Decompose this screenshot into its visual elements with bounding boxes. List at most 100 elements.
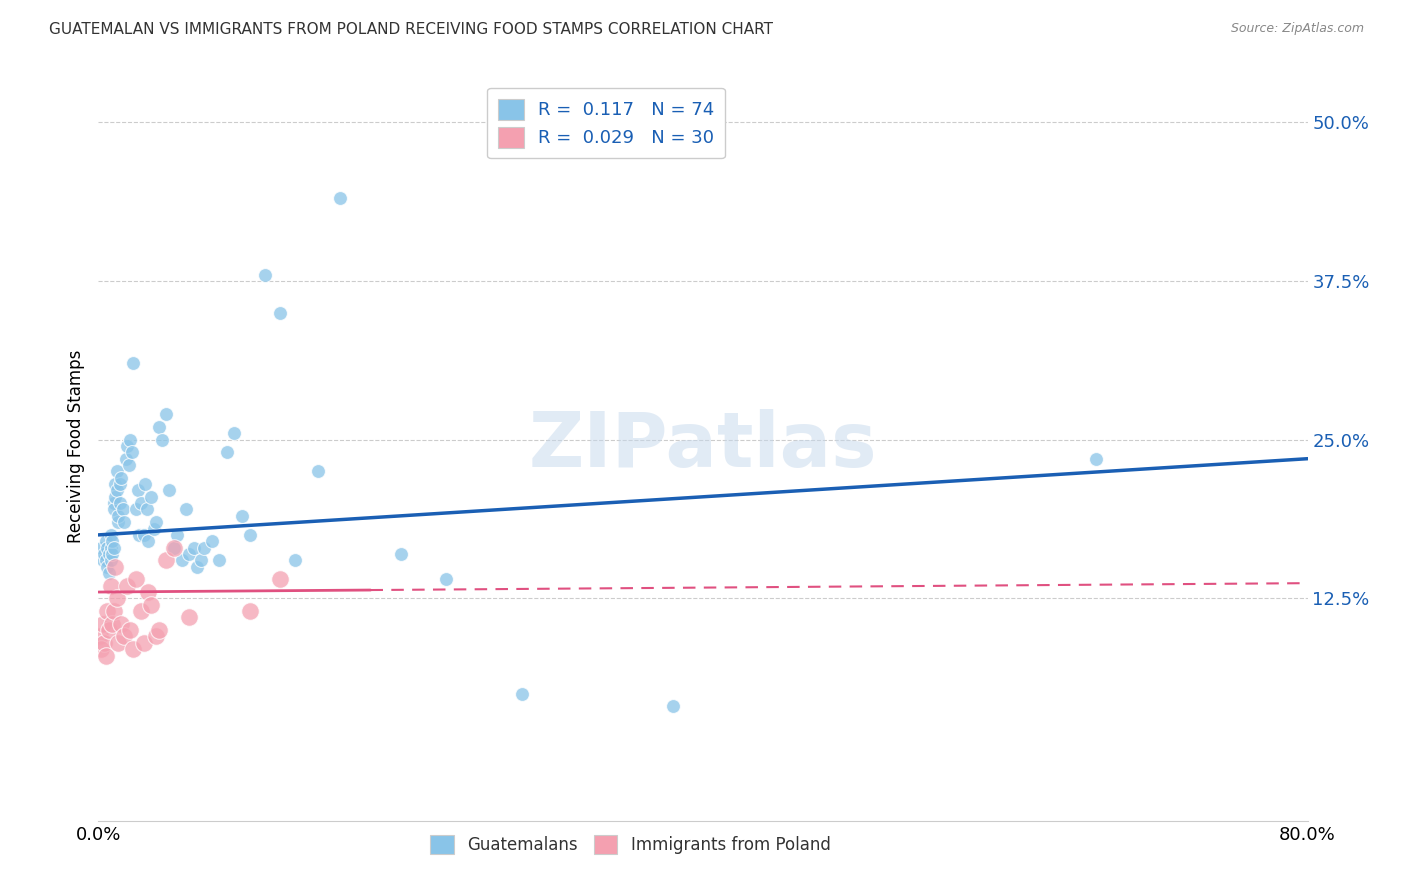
Point — [155, 407, 177, 421]
Point — [143, 522, 166, 536]
Point — [148, 623, 170, 637]
Point — [101, 534, 124, 549]
Point — [118, 458, 141, 472]
Point — [114, 451, 136, 466]
Point — [105, 483, 128, 498]
Point — [269, 572, 291, 586]
Point — [121, 445, 143, 459]
Point — [103, 496, 125, 510]
Point — [98, 566, 121, 580]
Point — [239, 604, 262, 618]
Point — [100, 579, 122, 593]
Point — [89, 630, 111, 644]
Point — [135, 502, 157, 516]
Point — [174, 502, 197, 516]
Point — [129, 496, 152, 510]
Point — [145, 515, 167, 529]
Point — [1085, 451, 1108, 466]
Point — [120, 433, 142, 447]
Point — [661, 699, 683, 714]
Point — [93, 547, 115, 561]
Point — [98, 623, 121, 637]
Point — [163, 541, 186, 555]
Point — [103, 502, 125, 516]
Text: Source: ZipAtlas.com: Source: ZipAtlas.com — [1230, 22, 1364, 36]
Point — [510, 687, 533, 701]
Point — [193, 541, 215, 555]
Point — [208, 553, 231, 567]
Point — [115, 579, 138, 593]
Point — [100, 541, 122, 555]
Point — [150, 433, 173, 447]
Point — [125, 572, 148, 586]
Legend: Guatemalans, Immigrants from Poland: Guatemalans, Immigrants from Poland — [423, 829, 838, 861]
Point — [134, 477, 156, 491]
Point — [105, 464, 128, 478]
Point — [122, 642, 145, 657]
Text: GUATEMALAN VS IMMIGRANTS FROM POLAND RECEIVING FOOD STAMPS CORRELATION CHART: GUATEMALAN VS IMMIGRANTS FROM POLAND REC… — [49, 22, 773, 37]
Point — [107, 508, 129, 523]
Point — [183, 541, 205, 555]
Point — [112, 515, 135, 529]
Point — [103, 604, 125, 618]
Point — [103, 541, 125, 555]
Point — [115, 439, 138, 453]
Point — [101, 547, 124, 561]
Point — [141, 490, 163, 504]
Point — [170, 553, 193, 567]
Point — [104, 559, 127, 574]
Point — [94, 648, 117, 663]
Point — [284, 553, 307, 567]
Point — [90, 541, 112, 555]
Point — [136, 534, 159, 549]
Point — [239, 528, 262, 542]
Point — [163, 541, 186, 555]
Point — [145, 630, 167, 644]
Point — [122, 356, 145, 370]
Point — [155, 553, 177, 567]
Point — [434, 572, 457, 586]
Point — [96, 559, 118, 574]
Point — [110, 471, 132, 485]
Point — [128, 528, 150, 542]
Point — [107, 515, 129, 529]
Point — [91, 616, 114, 631]
Point — [215, 445, 238, 459]
Point — [94, 553, 117, 567]
Point — [201, 534, 224, 549]
Point — [110, 616, 132, 631]
Point — [190, 553, 212, 567]
Point — [98, 547, 121, 561]
Point — [136, 585, 159, 599]
Point — [179, 547, 201, 561]
Point — [253, 268, 276, 282]
Point — [96, 604, 118, 618]
Text: ZIPatlas: ZIPatlas — [529, 409, 877, 483]
Point — [112, 630, 135, 644]
Point — [104, 477, 127, 491]
Point — [108, 496, 131, 510]
Point — [94, 534, 117, 549]
Point — [179, 610, 201, 624]
Point — [166, 528, 188, 542]
Point — [132, 528, 155, 542]
Point — [231, 508, 253, 523]
Y-axis label: Receiving Food Stamps: Receiving Food Stamps — [66, 350, 84, 542]
Point — [111, 502, 134, 516]
Point — [104, 490, 127, 504]
Point — [100, 528, 122, 542]
Point — [127, 483, 149, 498]
Point — [90, 642, 112, 657]
Point — [125, 502, 148, 516]
Point — [105, 591, 128, 606]
Point — [269, 306, 291, 320]
Point — [100, 553, 122, 567]
Point — [186, 559, 208, 574]
Point — [107, 636, 129, 650]
Point — [101, 616, 124, 631]
Point — [224, 426, 246, 441]
Point — [91, 553, 114, 567]
Point — [389, 547, 412, 561]
Point — [159, 483, 181, 498]
Point — [93, 636, 115, 650]
